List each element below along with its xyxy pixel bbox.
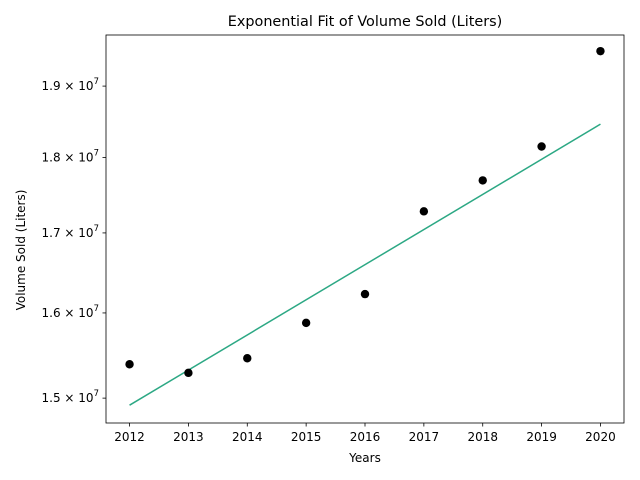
- x-tick-label: 2015: [291, 430, 322, 444]
- data-point: [360, 289, 370, 299]
- fit-line: [129, 123, 601, 406]
- y-tick-label: 1.6 × 107: [42, 304, 99, 320]
- data-point: [243, 354, 252, 363]
- data-point: [478, 176, 487, 185]
- x-axis-label: Years: [348, 451, 381, 465]
- x-tick-label: 2018: [467, 430, 498, 444]
- x-tick-label: 2012: [114, 430, 145, 444]
- x-tick-label: 2016: [350, 430, 381, 444]
- y-tick-label: 1.8 × 107: [42, 148, 99, 164]
- data-point: [537, 142, 546, 151]
- x-tick-label: 2019: [526, 430, 557, 444]
- data-point: [301, 318, 311, 328]
- y-tick-label: 1.9 × 107: [42, 77, 99, 93]
- data-point: [419, 207, 429, 216]
- data-point: [596, 46, 605, 56]
- chart-title: Exponential Fit of Volume Sold (Liters): [228, 14, 502, 30]
- x-tick-label: 2014: [232, 430, 263, 444]
- x-tick-label: 2013: [173, 430, 204, 444]
- plot-area: 2012 2013 2014 2015 2016 2017 2018 2019 2020 1.5 …: [42, 34, 625, 444]
- y-tick-label: 1.7 × 107: [42, 224, 99, 240]
- y-axis-label: Volume Sold (Liters): [14, 190, 28, 311]
- data-point: [125, 360, 134, 369]
- x-tick-label: 2020: [585, 430, 616, 444]
- data-point: [184, 368, 193, 378]
- y-tick-label: 1.5 × 107: [42, 389, 99, 405]
- x-tick-label: 2017: [409, 430, 440, 444]
